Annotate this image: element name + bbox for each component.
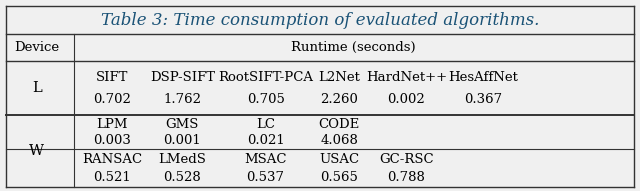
Text: Runtime (seconds): Runtime (seconds) xyxy=(291,41,416,54)
Text: 0.528: 0.528 xyxy=(164,171,201,184)
Text: W: W xyxy=(29,144,44,158)
Text: Device: Device xyxy=(14,41,60,54)
Text: Table 3: Time consumption of evaluated algorithms.: Table 3: Time consumption of evaluated a… xyxy=(101,11,539,29)
Text: 0.788: 0.788 xyxy=(387,171,426,184)
Text: LPM: LPM xyxy=(96,118,128,131)
Text: MSAC: MSAC xyxy=(244,153,287,166)
Text: RootSIFT-PCA: RootSIFT-PCA xyxy=(218,71,313,84)
Text: CODE: CODE xyxy=(319,118,360,131)
Text: L2Net: L2Net xyxy=(318,71,360,84)
Text: 0.705: 0.705 xyxy=(246,93,285,106)
Text: RANSAC: RANSAC xyxy=(82,153,142,166)
Text: LC: LC xyxy=(256,118,275,131)
Text: LMedS: LMedS xyxy=(159,153,206,166)
Text: 0.002: 0.002 xyxy=(388,93,425,106)
Text: 2.260: 2.260 xyxy=(320,93,358,106)
Text: 1.762: 1.762 xyxy=(163,93,202,106)
Text: HardNet++: HardNet++ xyxy=(366,71,447,84)
Text: DSP-SIFT: DSP-SIFT xyxy=(150,71,215,84)
Text: 0.521: 0.521 xyxy=(93,171,131,184)
Text: 0.001: 0.001 xyxy=(164,134,201,147)
Text: L: L xyxy=(32,81,42,95)
Text: USAC: USAC xyxy=(319,153,359,166)
Text: SIFT: SIFT xyxy=(96,71,128,84)
Text: 0.565: 0.565 xyxy=(320,171,358,184)
Text: 0.003: 0.003 xyxy=(93,134,131,147)
Text: 0.021: 0.021 xyxy=(247,134,284,147)
Text: 0.537: 0.537 xyxy=(246,171,285,184)
Text: 0.367: 0.367 xyxy=(464,93,502,106)
Text: 0.702: 0.702 xyxy=(93,93,131,106)
Text: 4.068: 4.068 xyxy=(320,134,358,147)
Text: HesAffNet: HesAffNet xyxy=(448,71,518,84)
Text: GC-RSC: GC-RSC xyxy=(379,153,434,166)
Text: GMS: GMS xyxy=(166,118,199,131)
